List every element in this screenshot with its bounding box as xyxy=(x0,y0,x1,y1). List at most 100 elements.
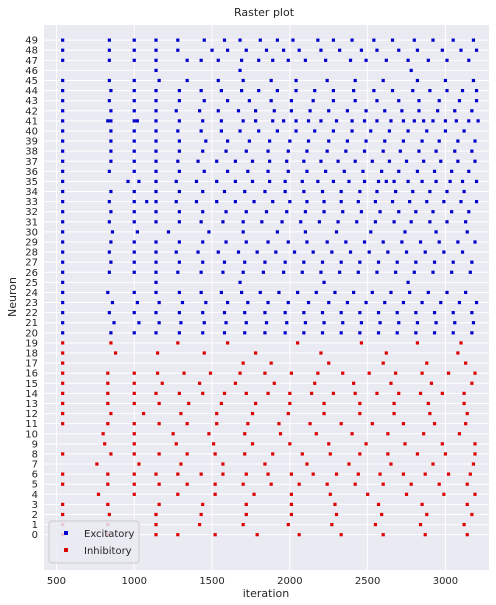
spike-point-inhibitory xyxy=(106,502,110,506)
spike-point-excitatory xyxy=(319,48,323,52)
spike-point-excitatory xyxy=(316,179,320,184)
spike-point-excitatory xyxy=(274,250,278,254)
spike-point-excitatory xyxy=(305,149,309,153)
spike-point-inhibitory xyxy=(418,522,423,527)
spike-point-inhibitory xyxy=(157,502,161,506)
spike-point-excitatory xyxy=(107,78,111,83)
spike-point-excitatory xyxy=(177,189,181,194)
spike-point-excitatory xyxy=(291,38,295,42)
spike-point-excitatory xyxy=(404,159,409,163)
spike-point-excitatory xyxy=(61,220,65,224)
spike-point-excitatory xyxy=(61,331,65,335)
spike-point-excitatory xyxy=(61,280,65,284)
spike-point-excitatory xyxy=(204,139,208,143)
spike-point-excitatory xyxy=(408,200,412,204)
spike-point-inhibitory xyxy=(446,371,451,375)
spike-point-excitatory xyxy=(61,210,65,214)
spike-point-excitatory xyxy=(443,129,448,133)
y-tick-label: 20 xyxy=(25,328,38,339)
spike-point-inhibitory xyxy=(367,371,371,375)
spike-point-inhibitory xyxy=(422,432,426,436)
spike-point-excitatory xyxy=(194,200,199,204)
spike-point-inhibitory xyxy=(437,482,441,486)
y-tick-label: 28 xyxy=(25,248,38,259)
spike-point-excitatory xyxy=(177,139,181,143)
spike-point-inhibitory xyxy=(141,411,146,416)
spike-point-inhibitory xyxy=(310,391,314,395)
spike-point-inhibitory xyxy=(182,371,186,375)
spike-point-inhibitory xyxy=(266,472,270,476)
spike-point-excitatory xyxy=(283,331,287,335)
spike-point-excitatory xyxy=(414,331,418,335)
spike-point-excitatory xyxy=(303,210,307,214)
spike-point-inhibitory xyxy=(378,472,382,476)
spike-point-inhibitory xyxy=(341,371,345,375)
spike-point-excitatory xyxy=(457,99,462,103)
spike-point-excitatory xyxy=(216,250,220,254)
spike-point-inhibitory xyxy=(106,422,110,426)
spike-point-inhibitory xyxy=(415,341,420,345)
spike-point-excitatory xyxy=(375,99,379,103)
spike-point-excitatory xyxy=(300,270,304,274)
y-tick-label: 39 xyxy=(25,137,38,148)
spike-point-excitatory xyxy=(370,159,374,163)
spike-point-inhibitory xyxy=(263,371,267,375)
spike-point-excitatory xyxy=(271,119,275,123)
y-tick-label: 18 xyxy=(25,349,38,360)
spike-point-inhibitory xyxy=(243,452,247,456)
spike-point-inhibitory xyxy=(241,482,245,486)
y-tick-label: 47 xyxy=(25,56,38,67)
spike-point-inhibitory xyxy=(155,351,160,355)
spike-point-excitatory xyxy=(378,321,382,325)
plot-area xyxy=(44,25,489,570)
spike-point-excitatory xyxy=(305,240,309,244)
spike-point-excitatory xyxy=(288,200,292,204)
spike-point-excitatory xyxy=(417,109,421,113)
spike-point-excitatory xyxy=(201,119,205,123)
spike-point-excitatory xyxy=(397,210,401,214)
spike-point-excitatory xyxy=(202,38,206,42)
spike-point-excitatory xyxy=(389,119,393,123)
y-tick-label: 35 xyxy=(25,177,38,188)
spike-point-excitatory xyxy=(471,78,476,83)
spike-point-excitatory xyxy=(292,250,297,254)
spike-point-inhibitory xyxy=(199,472,203,476)
spike-point-excitatory xyxy=(61,311,65,315)
spike-point-inhibitory xyxy=(61,422,65,426)
spike-point-excitatory xyxy=(373,220,378,224)
spike-point-inhibitory xyxy=(155,371,160,375)
spike-point-inhibitory xyxy=(358,411,362,416)
spike-point-excitatory xyxy=(327,139,331,143)
spike-point-excitatory xyxy=(154,109,158,113)
spike-point-excitatory xyxy=(372,89,376,93)
spike-point-excitatory xyxy=(222,331,227,335)
spike-point-inhibitory xyxy=(271,452,275,456)
y-tick-label: 6 xyxy=(32,470,38,481)
spike-point-inhibitory xyxy=(297,533,301,537)
spike-point-excitatory xyxy=(474,99,479,103)
spike-point-excitatory xyxy=(336,220,340,224)
spike-point-inhibitory xyxy=(132,482,136,486)
x-tick-label: 2500 xyxy=(355,576,380,587)
spike-point-excitatory xyxy=(389,290,393,295)
spike-point-excitatory xyxy=(445,89,449,93)
spike-point-excitatory xyxy=(107,250,111,254)
spike-point-excitatory xyxy=(221,270,225,274)
spike-point-inhibitory xyxy=(462,401,466,406)
spike-point-excitatory xyxy=(109,109,113,113)
spike-point-excitatory xyxy=(434,149,438,153)
y-tick-label: 34 xyxy=(25,187,38,198)
y-tick-label: 46 xyxy=(25,66,38,77)
spike-point-inhibitory xyxy=(106,472,110,476)
y-tick-label: 12 xyxy=(25,409,38,420)
spike-point-excitatory xyxy=(331,99,336,103)
spike-point-excitatory xyxy=(406,58,410,62)
spike-point-inhibitory xyxy=(179,411,183,416)
spike-point-excitatory xyxy=(132,260,136,264)
spike-point-excitatory xyxy=(316,38,320,42)
spike-point-excitatory xyxy=(177,119,181,123)
spike-point-excitatory xyxy=(341,210,345,214)
spike-point-excitatory xyxy=(460,250,465,254)
spike-point-excitatory xyxy=(271,58,275,62)
spike-point-inhibitory xyxy=(233,381,237,385)
